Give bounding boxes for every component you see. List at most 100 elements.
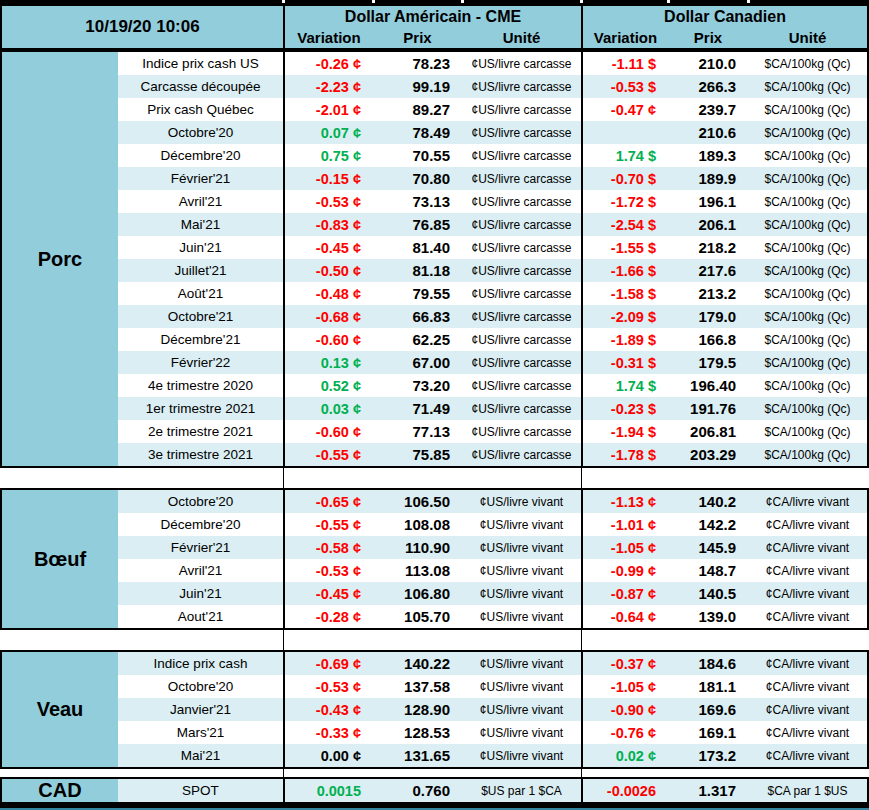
us-unit-cell[interactable]: ¢US/livre carcasse xyxy=(462,190,581,213)
row-label-cell[interactable]: Indice prix cash xyxy=(118,652,283,675)
ca-price-cell[interactable]: 179.0 xyxy=(668,305,748,328)
ca-variation-cell[interactable]: -0.99 ¢ xyxy=(581,559,668,582)
us-variation-cell[interactable]: -0.50 ¢ xyxy=(283,259,373,282)
ca-price-cell[interactable]: 179.5 xyxy=(668,351,748,374)
ca-unit-cell[interactable]: $CA/100kg (Qc) xyxy=(748,351,867,374)
row-label-cell[interactable]: 3e trimestre 2021 xyxy=(118,443,283,466)
us-unit-cell[interactable]: ¢US/livre carcasse xyxy=(462,328,581,351)
row-label-cell[interactable]: Indice prix cash US xyxy=(118,52,283,75)
ca-price-cell[interactable]: 169.1 xyxy=(668,721,748,744)
ca-unit-cell[interactable]: $CA/100kg (Qc) xyxy=(748,98,867,121)
ca-price-cell[interactable]: 203.29 xyxy=(668,443,748,466)
ca-price-cell[interactable]: 218.2 xyxy=(668,236,748,259)
row-label-cell[interactable]: Octobre'21 xyxy=(118,305,283,328)
ca-variation-cell[interactable] xyxy=(581,121,668,144)
us-price-cell[interactable]: 81.40 xyxy=(373,236,462,259)
ca-variation-cell[interactable]: -1.94 $ xyxy=(581,420,668,443)
ca-unit-cell[interactable]: $CA/100kg (Qc) xyxy=(748,305,867,328)
ca-price-cell[interactable]: 166.8 xyxy=(668,328,748,351)
us-variation-cell[interactable]: -0.60 ¢ xyxy=(283,420,373,443)
row-label-cell[interactable]: Mai'21 xyxy=(118,744,283,767)
section-label[interactable]: CAD xyxy=(2,779,118,802)
ca-unit-cell[interactable]: $CA/100kg (Qc) xyxy=(748,167,867,190)
us-unit-cell[interactable]: ¢US/livre carcasse xyxy=(462,121,581,144)
ca-variation-cell[interactable]: -0.31 $ xyxy=(581,351,668,374)
us-variation-cell[interactable]: -0.33 ¢ xyxy=(283,721,373,744)
ca-unit-cell[interactable]: $CA/100kg (Qc) xyxy=(748,75,867,98)
row-label-cell[interactable]: Mai'21 xyxy=(118,213,283,236)
ca-variation-cell[interactable]: -0.76 ¢ xyxy=(581,721,668,744)
us-price-cell[interactable]: 81.18 xyxy=(373,259,462,282)
ca-unit-cell[interactable]: ¢CA/livre vivant xyxy=(748,536,867,559)
ca-price-cell[interactable]: 213.2 xyxy=(668,282,748,305)
us-variation-cell[interactable]: -0.45 ¢ xyxy=(283,582,373,605)
us-unit-cell[interactable]: ¢US/livre vivant xyxy=(462,582,581,605)
us-unit-cell[interactable]: ¢US/livre vivant xyxy=(462,559,581,582)
us-variation-cell[interactable]: -0.15 ¢ xyxy=(283,167,373,190)
us-unit-cell[interactable]: ¢US/livre vivant xyxy=(462,652,581,675)
us-price-cell[interactable]: 78.23 xyxy=(373,52,462,75)
ca-price-cell[interactable]: 145.9 xyxy=(668,536,748,559)
section-label[interactable]: Porc xyxy=(2,52,118,466)
row-label-cell[interactable]: 1er trimestre 2021 xyxy=(118,397,283,420)
row-label-cell[interactable]: Octobre'20 xyxy=(118,675,283,698)
ca-variation-cell[interactable]: -1.13 ¢ xyxy=(581,490,668,513)
us-price-cell[interactable]: 113.08 xyxy=(373,559,462,582)
us-price-cell[interactable]: 106.80 xyxy=(373,582,462,605)
ca-variation-cell[interactable]: -0.53 $ xyxy=(581,75,668,98)
row-label-cell[interactable]: Prix cash Québec xyxy=(118,98,283,121)
ca-variation-cell[interactable]: -0.87 ¢ xyxy=(581,582,668,605)
ca-price-cell[interactable]: 266.3 xyxy=(668,75,748,98)
us-unit-cell[interactable]: ¢US/livre carcasse xyxy=(462,52,581,75)
ca-price-cell[interactable]: 210.6 xyxy=(668,121,748,144)
row-label-cell[interactable]: SPOT xyxy=(118,779,283,802)
us-variation-cell[interactable]: -0.53 ¢ xyxy=(283,190,373,213)
row-label-cell[interactable]: Juin'21 xyxy=(118,582,283,605)
ca-price-cell[interactable]: 196.1 xyxy=(668,190,748,213)
us-price-cell[interactable]: 67.00 xyxy=(373,351,462,374)
us-unit-cell[interactable]: ¢US/livre vivant xyxy=(462,605,581,628)
ca-price-cell[interactable]: 210.0 xyxy=(668,52,748,75)
ca-variation-cell[interactable]: -1.01 ¢ xyxy=(581,513,668,536)
ca-dollar-title-cell[interactable]: Dollar Canadien xyxy=(581,6,867,27)
ca-price-cell[interactable]: 196.40 xyxy=(668,374,748,397)
ca-unit-cell[interactable]: $CA/100kg (Qc) xyxy=(748,259,867,282)
us-unit-cell[interactable]: $US par 1 $CA xyxy=(462,779,581,802)
ca-unit-cell[interactable]: ¢CA/livre vivant xyxy=(748,582,867,605)
timestamp-cell[interactable]: 10/19/20 10:06 xyxy=(2,6,283,48)
us-price-cell[interactable]: 62.25 xyxy=(373,328,462,351)
ca-unit-cell[interactable]: ¢CA/livre vivant xyxy=(748,559,867,582)
us-price-cell[interactable]: 73.13 xyxy=(373,190,462,213)
us-variation-cell[interactable]: -0.69 ¢ xyxy=(283,652,373,675)
us-price-cell[interactable]: 78.49 xyxy=(373,121,462,144)
us-price-cell[interactable]: 66.83 xyxy=(373,305,462,328)
us-unit-cell[interactable]: ¢US/livre carcasse xyxy=(462,236,581,259)
ca-price-cell[interactable]: 239.7 xyxy=(668,98,748,121)
us-price-cell[interactable]: 0.760 xyxy=(373,779,462,802)
us-variation-cell[interactable]: 0.52 ¢ xyxy=(283,374,373,397)
row-label-cell[interactable]: Décembre'20 xyxy=(118,144,283,167)
us-unit-cell[interactable]: ¢US/livre carcasse xyxy=(462,167,581,190)
ca-price-cell[interactable]: 189.9 xyxy=(668,167,748,190)
us-unit-cell[interactable]: ¢US/livre carcasse xyxy=(462,443,581,466)
us-price-cell[interactable]: 71.49 xyxy=(373,397,462,420)
ca-unit-cell[interactable]: $CA/100kg (Qc) xyxy=(748,144,867,167)
us-variation-cell[interactable]: -0.58 ¢ xyxy=(283,536,373,559)
ca-variation-cell[interactable]: -1.89 $ xyxy=(581,328,668,351)
ca-price-cell[interactable]: 140.5 xyxy=(668,582,748,605)
ca-unit-cell[interactable]: ¢CA/livre vivant xyxy=(748,721,867,744)
us-unit-cell[interactable]: ¢US/livre carcasse xyxy=(462,397,581,420)
row-label-cell[interactable]: Décembre'20 xyxy=(118,513,283,536)
row-label-cell[interactable]: 4e trimestre 2020 xyxy=(118,374,283,397)
ca-price-cell[interactable]: 184.6 xyxy=(668,652,748,675)
ca-unit-cell[interactable]: ¢CA/livre vivant xyxy=(748,490,867,513)
us-price-cell[interactable]: 77.13 xyxy=(373,420,462,443)
ca-price-cell[interactable]: 181.1 xyxy=(668,675,748,698)
section-label[interactable]: Veau xyxy=(2,652,118,767)
ca-price-cell[interactable]: 217.6 xyxy=(668,259,748,282)
ca-unit-cell[interactable]: $CA/100kg (Qc) xyxy=(748,420,867,443)
us-unit-cell[interactable]: ¢US/livre carcasse xyxy=(462,351,581,374)
ca-unit-cell[interactable]: $CA/100kg (Qc) xyxy=(748,190,867,213)
us-price-cell[interactable]: 105.70 xyxy=(373,605,462,628)
us-variation-cell[interactable]: -0.45 ¢ xyxy=(283,236,373,259)
